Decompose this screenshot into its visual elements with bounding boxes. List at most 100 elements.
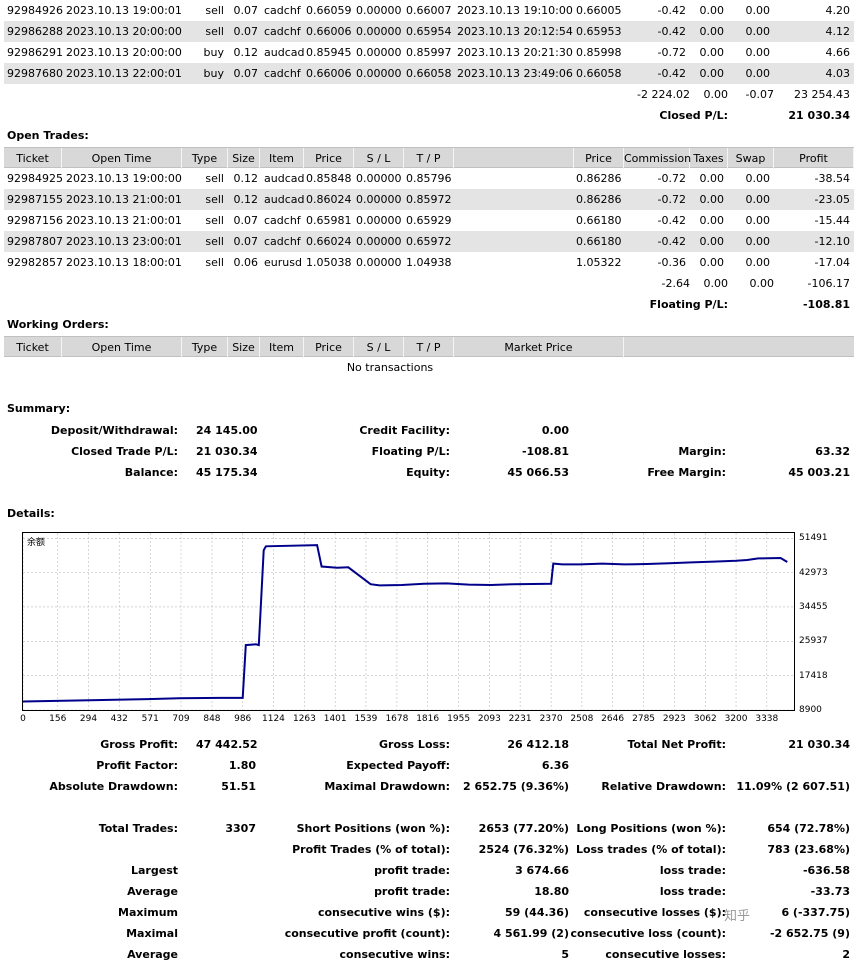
cell-ticket: 92987156	[7, 214, 63, 227]
max-cl-value: 6 (-337.75)	[781, 906, 850, 919]
cell-size: 0.06	[233, 256, 259, 269]
cell-sl: 0.00000	[356, 67, 402, 80]
free-margin-value: 45 003.21	[788, 466, 850, 479]
no-transactions: No transactions	[346, 361, 434, 374]
gross-loss-label: Gross Loss:	[379, 738, 450, 751]
table-row: 92987680 2023.10.13 22:00:01 buy 0.07 cadchf…	[4, 63, 854, 84]
cell-ticket: 92982857	[7, 256, 63, 269]
cell-size: 0.12	[233, 46, 259, 59]
x-tick-label: 3062	[693, 714, 717, 724]
cell-tp: 0.66007	[406, 4, 452, 17]
cell-item: cadchf	[264, 25, 301, 38]
free-margin-label: Free Margin:	[647, 466, 726, 479]
cell-type: sell	[205, 172, 224, 185]
cell-mprice: 0.66180	[576, 214, 622, 227]
cell-price: 0.85945	[306, 46, 352, 59]
cell-taxes: 0.00	[699, 214, 725, 227]
abs-drawdown-label: Absolute Drawdown:	[49, 780, 178, 793]
cell-price: 0.86024	[306, 193, 352, 206]
cell-price: 1.05038	[306, 256, 352, 269]
y-tick-label: 8900	[799, 705, 822, 715]
cell-taxes: 0.00	[699, 4, 725, 17]
gross-loss-value: 26 412.18	[507, 738, 569, 751]
open-total-profit: -106.17	[807, 277, 850, 290]
cell-sl: 0.00000	[356, 256, 402, 269]
cell-mprice: 0.66180	[576, 235, 622, 248]
cell-price: 0.66024	[306, 235, 352, 248]
cell-item: cadchf	[264, 4, 301, 17]
wcol-size: Size	[228, 337, 260, 358]
max-drawdown-value: 2 652.75 (9.36%)	[463, 780, 569, 793]
cell-commission: -0.42	[657, 67, 686, 80]
x-tick-label: 1263	[292, 714, 316, 724]
cell-tp: 0.85997	[406, 46, 452, 59]
maxl-cl-value: -2 652.75 (9)	[769, 927, 850, 940]
y-tick-label: 25937	[799, 636, 828, 647]
x-tick-label: 2508	[570, 714, 594, 724]
table-row: 92982857 2023.10.13 18:00:01 sell 0.06 eurus…	[4, 252, 854, 273]
cell-type: sell	[205, 193, 224, 206]
largest-label: Largest	[131, 864, 178, 877]
credit-value: 0.00	[541, 424, 569, 437]
balance-label: Balance:	[124, 466, 178, 479]
table-row: 92986288 2023.10.13 20:00:00 sell 0.07 cadch…	[4, 21, 854, 42]
rel-drawdown-value: 11.09% (2 607.51)	[736, 780, 850, 793]
credit-label: Credit Facility:	[359, 424, 450, 437]
x-tick-label: 294	[79, 714, 98, 724]
cell-ticket: 92987680	[7, 67, 63, 80]
closed-totals-row: -2 224.02 0.00 -0.07 23 254.43	[4, 84, 854, 105]
balance-chart-svg	[22, 533, 794, 711]
cell-price: 0.65981	[306, 214, 352, 227]
average-pt-label: profit trade:	[374, 885, 450, 898]
largest-lt-value: -636.58	[802, 864, 850, 877]
cell-close-price: 0.65953	[576, 25, 622, 38]
cell-item: audcad	[264, 193, 305, 206]
max-cw-value: 59 (44.36)	[505, 906, 569, 919]
open-total-taxes: 0.00	[703, 277, 729, 290]
total-trades-value: 3307	[225, 822, 256, 835]
cell-ticket: 92986291	[7, 46, 63, 59]
expected-payoff-label: Expected Payoff:	[346, 759, 450, 772]
max-drawdown-label: Maximal Drawdown:	[324, 780, 450, 793]
cell-price: 0.85848	[306, 172, 352, 185]
gross-profit-label: Gross Profit:	[100, 738, 178, 751]
cell-open-time: 2023.10.13 19:00:01	[66, 4, 182, 17]
cell-size: 0.12	[233, 193, 259, 206]
cell-tp: 0.65972	[406, 235, 452, 248]
closed-trade-label: Closed Trade P/L:	[71, 445, 178, 458]
x-tick-label: 1816	[416, 714, 440, 724]
maxl-cl-label: consecutive loss (count):	[570, 927, 726, 940]
cell-type: buy	[203, 67, 224, 80]
cell-taxes: 0.00	[699, 46, 725, 59]
margin-value: 63.32	[815, 445, 850, 458]
cell-tp: 0.65954	[406, 25, 452, 38]
cell-profit: -38.54	[814, 172, 850, 185]
balance-value: 45 175.34	[196, 466, 258, 479]
watermark: 知乎	[724, 909, 751, 924]
cell-ticket: 92987807	[7, 235, 63, 248]
cell-tp: 0.66058	[406, 67, 452, 80]
x-tick-label: 2231	[508, 714, 532, 724]
closed-pl-value: 21 030.34	[788, 109, 850, 122]
cell-size: 0.07	[233, 235, 259, 248]
wcol-tp: T / P	[404, 337, 454, 358]
cell-close-time: 2023.10.13 23:49:06	[457, 67, 573, 80]
cell-size: 0.12	[233, 172, 259, 185]
closed-total-swap: -0.07	[745, 88, 774, 101]
cell-type: buy	[203, 46, 224, 59]
cell-taxes: 0.00	[699, 25, 725, 38]
cell-commission: -0.36	[657, 256, 686, 269]
cell-close-time: 2023.10.13 20:21:30	[457, 46, 573, 59]
col-tp: T / P	[404, 148, 454, 169]
largest-lt-label: loss trade:	[659, 864, 726, 877]
wcol-item: Item	[260, 337, 304, 358]
col-blank	[454, 148, 574, 169]
cell-profit: 4.66	[825, 46, 851, 59]
cell-type: sell	[205, 235, 224, 248]
col-profit: Profit	[774, 148, 854, 169]
cell-item: eurusd	[264, 256, 302, 269]
open-totals-row: -2.64 0.00 0.00 -106.17	[4, 273, 854, 294]
details-title: Details:	[7, 507, 55, 520]
avg-cw-value: 5	[561, 948, 569, 961]
cell-item: cadchf	[264, 214, 301, 227]
